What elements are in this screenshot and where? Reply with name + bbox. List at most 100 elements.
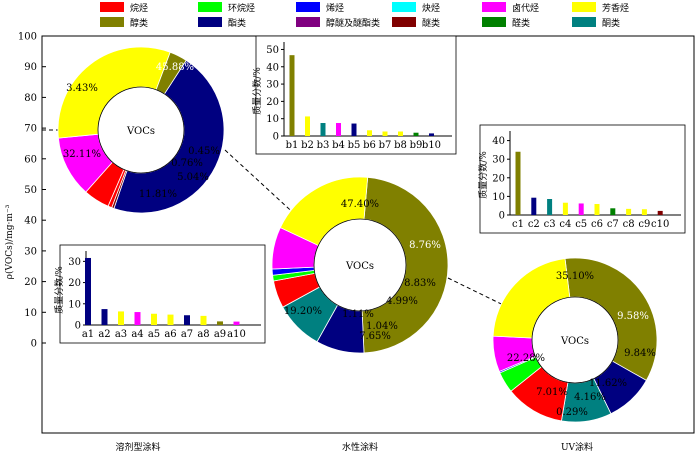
donut-percent-label: 0.29% — [556, 407, 588, 418]
bar-y-tick-label: 0 — [75, 321, 81, 332]
bar-y-axis-label: 质量分数/% — [251, 67, 263, 115]
bar-mark — [626, 208, 632, 215]
bar-x-tick-label: b7 — [379, 140, 392, 151]
bar-y-axis-label: 质量分数/% — [477, 151, 489, 199]
donut-hole — [97, 86, 185, 174]
bar-x-tick-label: c8 — [623, 219, 635, 230]
legend-label: 醛类 — [512, 17, 530, 29]
bar-x-tick-label: c2 — [528, 219, 540, 230]
bar-mark — [200, 315, 207, 325]
x-category-water: 水性涂料 — [342, 441, 378, 453]
main-y-tick-label: 80 — [24, 93, 37, 104]
donut-percent-label: 5.04% — [177, 172, 209, 183]
legend-swatch — [482, 2, 506, 12]
donut-percent-label: 45.88% — [156, 62, 194, 73]
legend-label: 烯烃 — [326, 2, 344, 14]
bar-mark — [429, 133, 434, 136]
bar-mark — [578, 203, 584, 215]
legend-swatch — [572, 17, 596, 27]
bar-y-tick-label: 10 — [68, 299, 81, 310]
bar-x-tick-label: a7 — [181, 329, 193, 340]
legend-swatch — [572, 2, 596, 12]
main-y-tick-label: 50 — [24, 185, 37, 196]
bar-mark — [367, 130, 372, 136]
donut-hole — [531, 296, 619, 384]
donut-percent-label: 32.11% — [63, 149, 101, 160]
bar-x-tick-label: b10 — [422, 140, 441, 151]
bar-inset-frame — [59, 244, 266, 344]
bar-x-tick-label: c1 — [512, 219, 524, 230]
main-y-tick-label: 100 — [18, 32, 37, 43]
bar-mark — [562, 202, 568, 215]
bar-mark — [233, 321, 240, 325]
bar-x-tick-label: c7 — [607, 219, 619, 230]
main-y-tick-label: 60 — [24, 154, 37, 165]
bar-mark — [413, 132, 419, 136]
bar-mark — [134, 312, 141, 325]
x-category-uv: UV涂料 — [561, 441, 593, 453]
bar-x-tick-label: a9 — [214, 329, 226, 340]
bar-mark — [118, 311, 124, 325]
legend-label: 烷烃 — [130, 2, 148, 14]
bar-y-tick-label: 20 — [266, 97, 279, 108]
bar-y-tick-label: 30 — [266, 80, 279, 91]
x-category-solvent: 溶剂型涂料 — [115, 441, 160, 453]
bar-mark — [610, 208, 616, 215]
bar-x-tick-label: c4 — [559, 219, 571, 230]
bar-mark — [85, 257, 91, 325]
bar-x-tick-label: a1 — [82, 329, 94, 340]
bar-mark — [320, 123, 326, 136]
legend-swatch — [296, 2, 320, 12]
bar-x-tick-label: a3 — [115, 329, 127, 340]
donut-percent-label: 1.04% — [366, 321, 398, 332]
bar-x-tick-label: a10 — [227, 329, 246, 340]
donut-percent-label: 9.58% — [617, 311, 649, 322]
donut-percent-label: 0.45% — [188, 146, 220, 157]
donut-percent-label: 11.81% — [139, 189, 177, 200]
bar-y-tick-label: 20 — [492, 173, 505, 184]
donut-percent-label: 19.20% — [284, 306, 322, 317]
bar-y-tick-label: 50 — [266, 45, 279, 56]
bar-x-tick-label: b2 — [301, 140, 314, 151]
bar-y-tick-label: 40 — [492, 136, 505, 147]
donut-percent-label: 1.11% — [342, 309, 374, 320]
bar-y-tick-label: 20 — [68, 278, 81, 289]
legend-label: 环烷烃 — [228, 2, 255, 14]
donut-percent-label: 4.16% — [574, 392, 606, 403]
bar-mark — [547, 199, 553, 215]
main-y-tick-label: 10 — [24, 308, 37, 319]
main-y-axis: 0 10 20 30 40 50 60 70 80 90 100 — [18, 32, 46, 350]
bar-x-tick-label: a4 — [131, 329, 143, 340]
bar-mark — [351, 123, 357, 136]
bar-inset-frame — [479, 124, 686, 234]
bar-mark — [641, 209, 647, 215]
main-y-tick-label: 0 — [31, 339, 37, 350]
bar-x-tick-label: b4 — [332, 140, 345, 151]
bar-y-tick-label: 40 — [266, 62, 279, 73]
main-y-tick-label: 90 — [24, 62, 37, 73]
bar-mark — [336, 123, 341, 136]
bar-x-tick-label: b3 — [317, 140, 330, 151]
bar-x-tick-label: c10 — [651, 219, 669, 230]
bar-mark — [167, 314, 174, 325]
donut-percent-label: 47.40% — [341, 199, 379, 210]
bar-mark — [184, 315, 190, 325]
donut-water: VOCs 47.40% 8.76% 8.83% 4.99% 1.04%1.11% 7.65%… — [271, 176, 449, 354]
donut-percent-label: 7.01% — [536, 387, 568, 398]
bar-x-tick-label: b6 — [363, 140, 376, 151]
donut-solvent: VOCs 45.88% 0.45%0.76% 5.04%11.81% 32.11% 3.4… — [57, 46, 225, 214]
bar-mark — [305, 116, 310, 136]
legend-swatch — [392, 2, 416, 12]
legend-label: 炔烃 — [422, 2, 440, 14]
legend-label: 醚类 — [422, 17, 440, 29]
main-y-tick-label: 20 — [24, 277, 37, 288]
legend-label: 芳香烃 — [602, 2, 629, 14]
bar-mark — [101, 309, 108, 325]
bar-x-tick-label: c6 — [591, 219, 603, 230]
donut-percent-label: 11.62% — [589, 378, 627, 389]
legend-label: 酮类 — [602, 17, 620, 29]
